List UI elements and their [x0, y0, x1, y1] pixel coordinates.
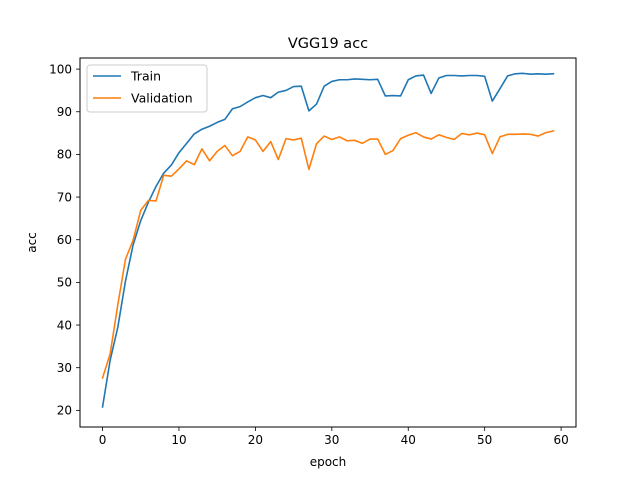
x-tick-label: 50 — [477, 433, 492, 447]
legend: Train Validation — [86, 64, 208, 113]
y-tick-label: 100 — [49, 62, 72, 76]
y-tick-label: 30 — [57, 361, 72, 375]
y-tick-label: 60 — [57, 233, 72, 247]
y-axis-label: acc — [25, 232, 39, 253]
x-tick-label: 40 — [401, 433, 416, 447]
x-tick-label: 20 — [248, 433, 263, 447]
axis-ticks: 0 10 20 30 40 50 60 20 30 40 50 60 70 80 90 100 — [49, 62, 569, 447]
chart-title: VGG19 acc — [288, 36, 368, 52]
y-tick-label: 70 — [57, 190, 72, 204]
series-line-train — [101, 72, 555, 408]
legend-label-train: Train — [130, 69, 161, 84]
axes-frame — [79, 57, 577, 428]
y-tick-label: 20 — [57, 404, 72, 418]
legend-label-validation: Validation — [131, 91, 193, 106]
y-tick-label: 40 — [57, 318, 72, 332]
y-tick-label: 90 — [57, 105, 72, 119]
x-tick-label: 60 — [553, 433, 568, 447]
x-tick-label: 10 — [171, 433, 186, 447]
y-tick-label: 80 — [57, 148, 72, 162]
x-axis-label: epoch — [310, 455, 347, 469]
x-tick-label: 30 — [324, 433, 339, 447]
x-tick-label: 0 — [99, 433, 107, 447]
plot-area — [101, 72, 555, 408]
y-tick-label: 50 — [57, 276, 72, 290]
series-line-validation — [101, 129, 555, 379]
